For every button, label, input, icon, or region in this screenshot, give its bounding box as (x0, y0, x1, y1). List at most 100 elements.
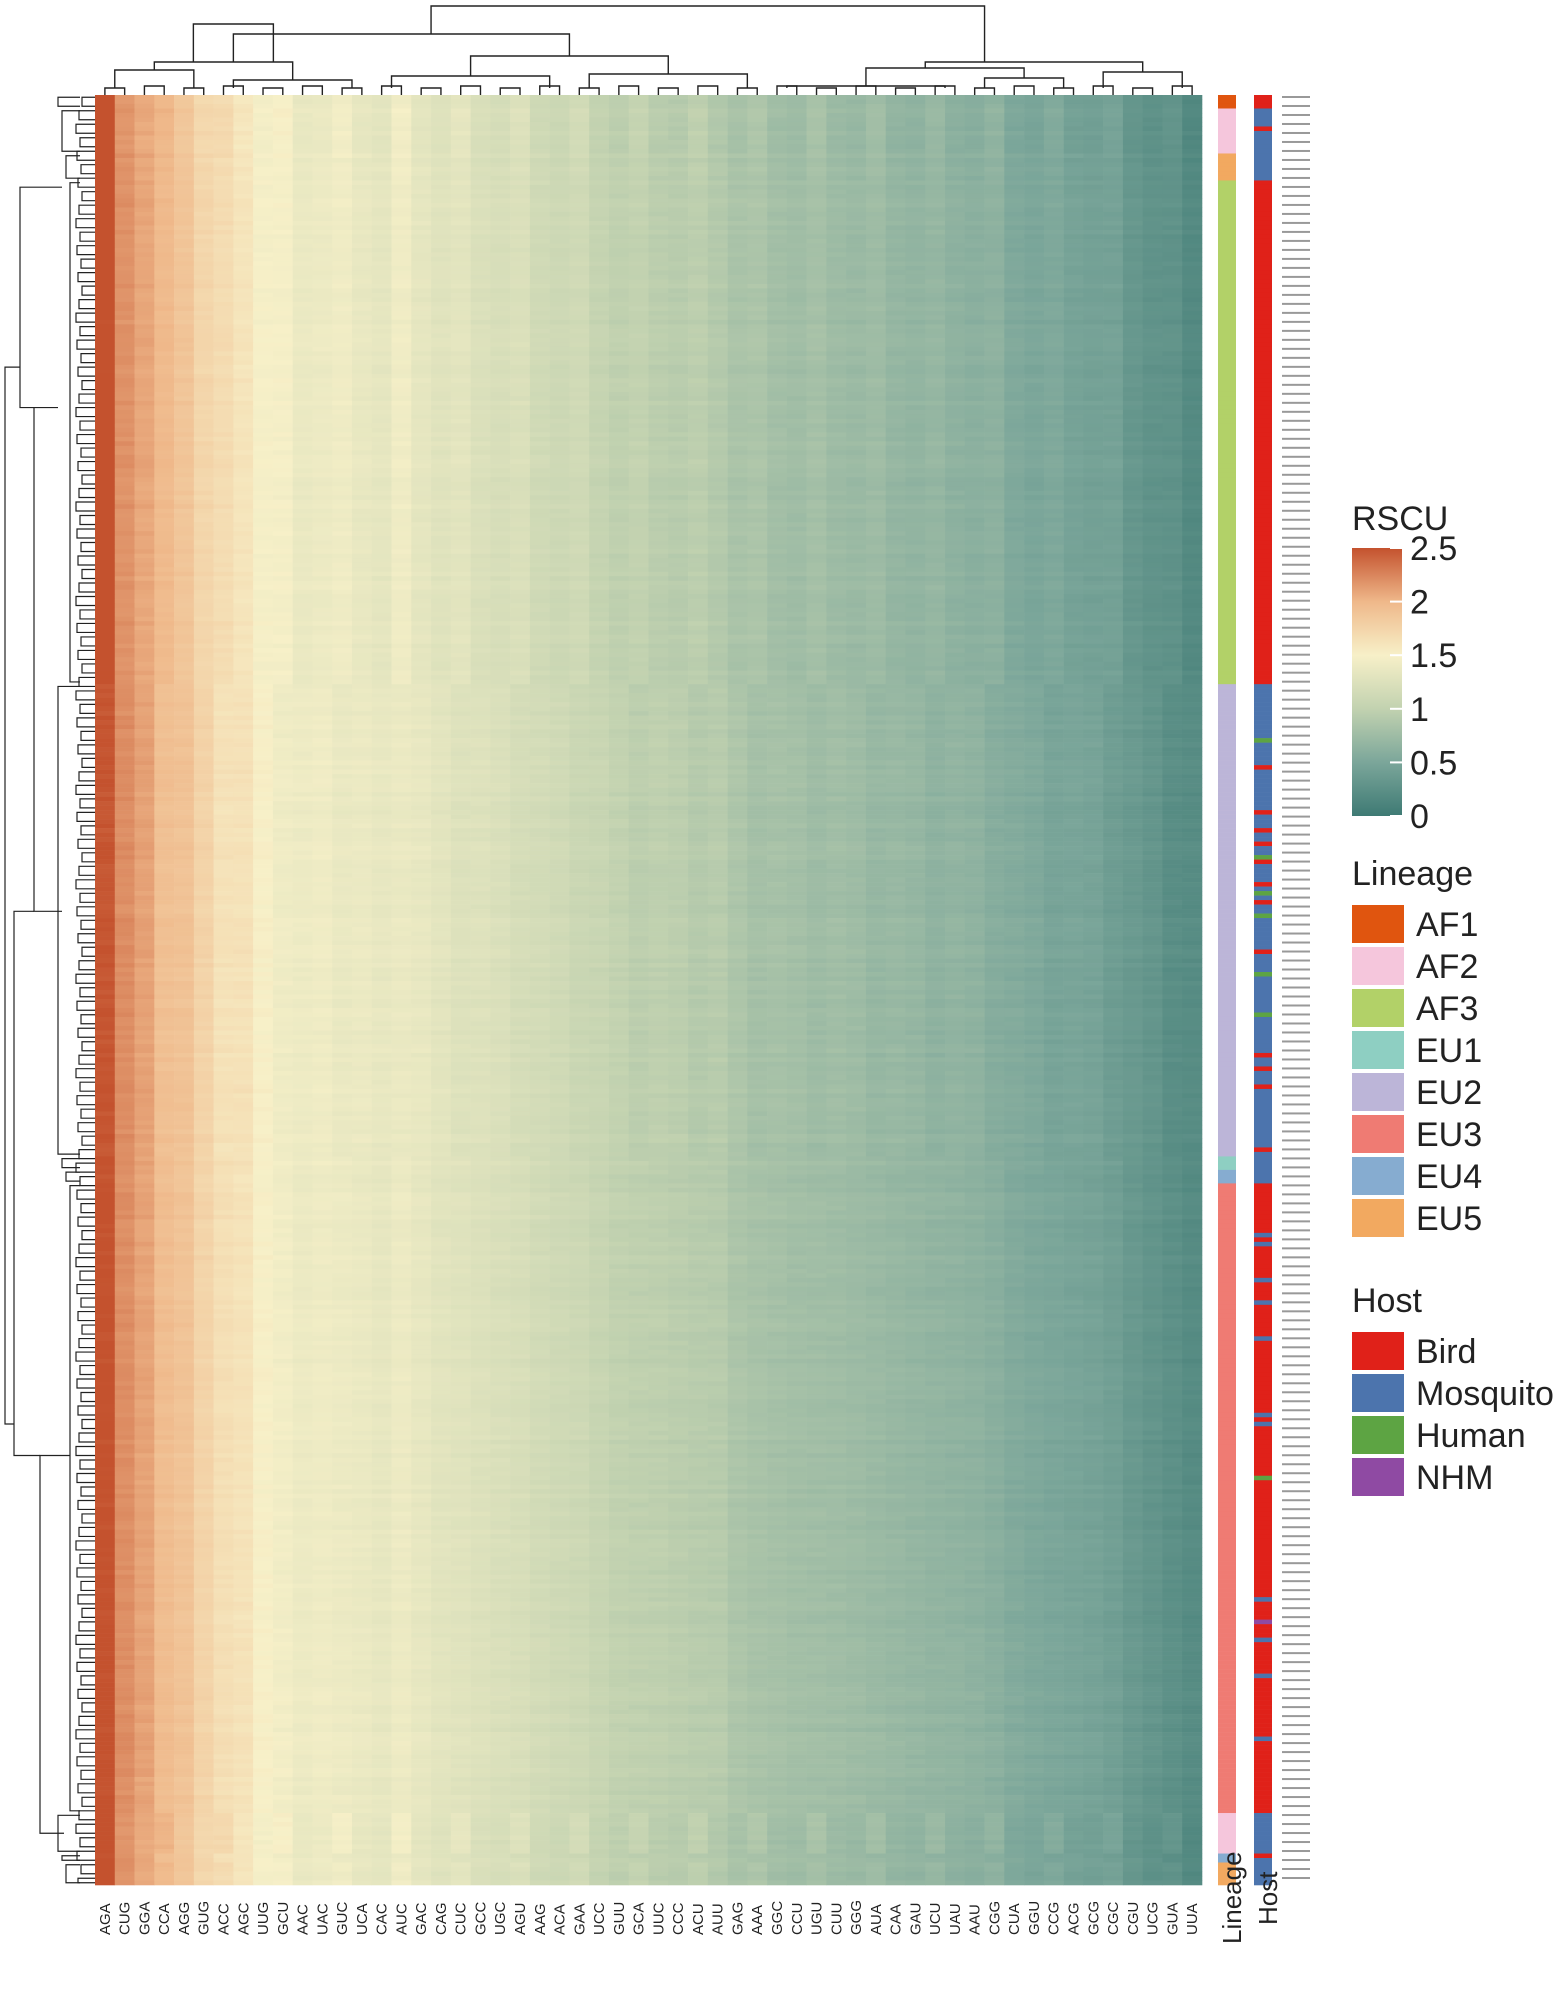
heatmap-cell (668, 248, 688, 253)
heatmap-cell (589, 351, 609, 356)
heatmap-cell (1044, 162, 1064, 167)
heatmap-cell (688, 104, 708, 109)
heatmap-cell (214, 135, 234, 140)
heatmap-cell (688, 207, 708, 212)
heatmap-cell (411, 194, 431, 199)
heatmap-cell (312, 315, 332, 320)
heatmap-cell (471, 252, 491, 257)
heatmap-cell (668, 419, 688, 424)
heatmap-cell (352, 261, 372, 266)
heatmap-cell (490, 360, 510, 365)
heatmap-cell (1182, 329, 1202, 334)
heatmap-cell (1064, 144, 1084, 149)
heatmap-cell (1123, 266, 1143, 271)
heatmap-cell (846, 135, 866, 140)
heatmap-cell (154, 473, 174, 478)
heatmap-cell (115, 100, 135, 105)
heatmap-cell (372, 221, 392, 226)
heatmap-cell (214, 279, 234, 284)
heatmap-cell (1103, 131, 1123, 136)
heatmap-cell (214, 252, 234, 257)
heatmap-cell (589, 383, 609, 388)
heatmap-cell (194, 108, 214, 113)
heatmap-cell (609, 207, 629, 212)
heatmap-cell (194, 221, 214, 226)
heatmap-cell (312, 203, 332, 208)
heatmap-cell (293, 230, 313, 235)
heatmap-cell (945, 149, 965, 154)
heatmap-cell (312, 239, 332, 244)
heatmap-cell (1044, 351, 1064, 356)
heatmap-cell (392, 401, 412, 406)
heatmap-cell (510, 198, 530, 203)
heatmap-cell (490, 162, 510, 167)
heatmap-cell (787, 198, 807, 203)
heatmap-cell (688, 315, 708, 320)
heatmap-cell (945, 194, 965, 199)
heatmap-cell (135, 185, 155, 190)
heatmap-cell (174, 374, 194, 379)
heatmap-cell (392, 225, 412, 230)
heatmap-cell (945, 126, 965, 131)
heatmap-cell (826, 144, 846, 149)
heatmap-cell (965, 100, 985, 105)
heatmap-cell (431, 320, 451, 325)
heatmap-cell (945, 95, 965, 100)
heatmap-cell (154, 248, 174, 253)
heatmap-cell (609, 252, 629, 257)
heatmap-cell (411, 243, 431, 248)
heatmap-cell (174, 324, 194, 329)
heatmap-cell (471, 410, 491, 415)
heatmap-cell (471, 297, 491, 302)
heatmap-cell (945, 234, 965, 239)
heatmap-cell (273, 288, 293, 293)
heatmap-cell (253, 104, 273, 109)
heatmap-cell (95, 243, 115, 248)
heatmap-cell (649, 315, 669, 320)
heatmap-cell (886, 428, 906, 433)
heatmap-cell (1143, 171, 1163, 176)
heatmap-cell (1162, 131, 1182, 136)
heatmap-cell (411, 100, 431, 105)
heatmap-cell (1004, 338, 1024, 343)
heatmap-cell (332, 311, 352, 316)
heatmap-cell (312, 135, 332, 140)
heatmap-cell (629, 356, 649, 361)
heatmap-cell (866, 257, 886, 262)
heatmap-cell (273, 284, 293, 289)
heatmap-cell (312, 387, 332, 392)
heatmap-cell (550, 374, 570, 379)
heatmap-cell (629, 95, 649, 100)
heatmap-cell (945, 257, 965, 262)
heatmap-cell (115, 270, 135, 275)
heatmap-cell (174, 378, 194, 383)
heatmap-cell (233, 239, 253, 244)
heatmap-cell (925, 153, 945, 158)
heatmap-cell (945, 117, 965, 122)
heatmap-cell (451, 297, 471, 302)
heatmap-cell (649, 284, 669, 289)
heatmap-cell (214, 441, 234, 446)
dendrogram-branch (77, 907, 95, 916)
heatmap-cell (253, 329, 273, 334)
heatmap-cell (767, 464, 787, 469)
heatmap-cell (174, 459, 194, 464)
heatmap-cell (411, 306, 431, 311)
heatmap-cell (194, 329, 214, 334)
heatmap-cell (1083, 333, 1103, 338)
heatmap-cell (451, 162, 471, 167)
heatmap-cell (1004, 468, 1024, 473)
heatmap-cell (530, 468, 550, 473)
heatmap-cell (1064, 207, 1084, 212)
heatmap-cell (214, 239, 234, 244)
dendrogram-branch (77, 1285, 95, 1294)
heatmap-cell (1162, 239, 1182, 244)
heatmap-cell (1083, 369, 1103, 374)
heatmap-cell (708, 185, 728, 190)
heatmap-cell (490, 234, 510, 239)
heatmap-cell (332, 153, 352, 158)
heatmap-cell (609, 243, 629, 248)
heatmap-cell (767, 365, 787, 370)
heatmap-cell (747, 297, 767, 302)
heatmap-cell (431, 288, 451, 293)
